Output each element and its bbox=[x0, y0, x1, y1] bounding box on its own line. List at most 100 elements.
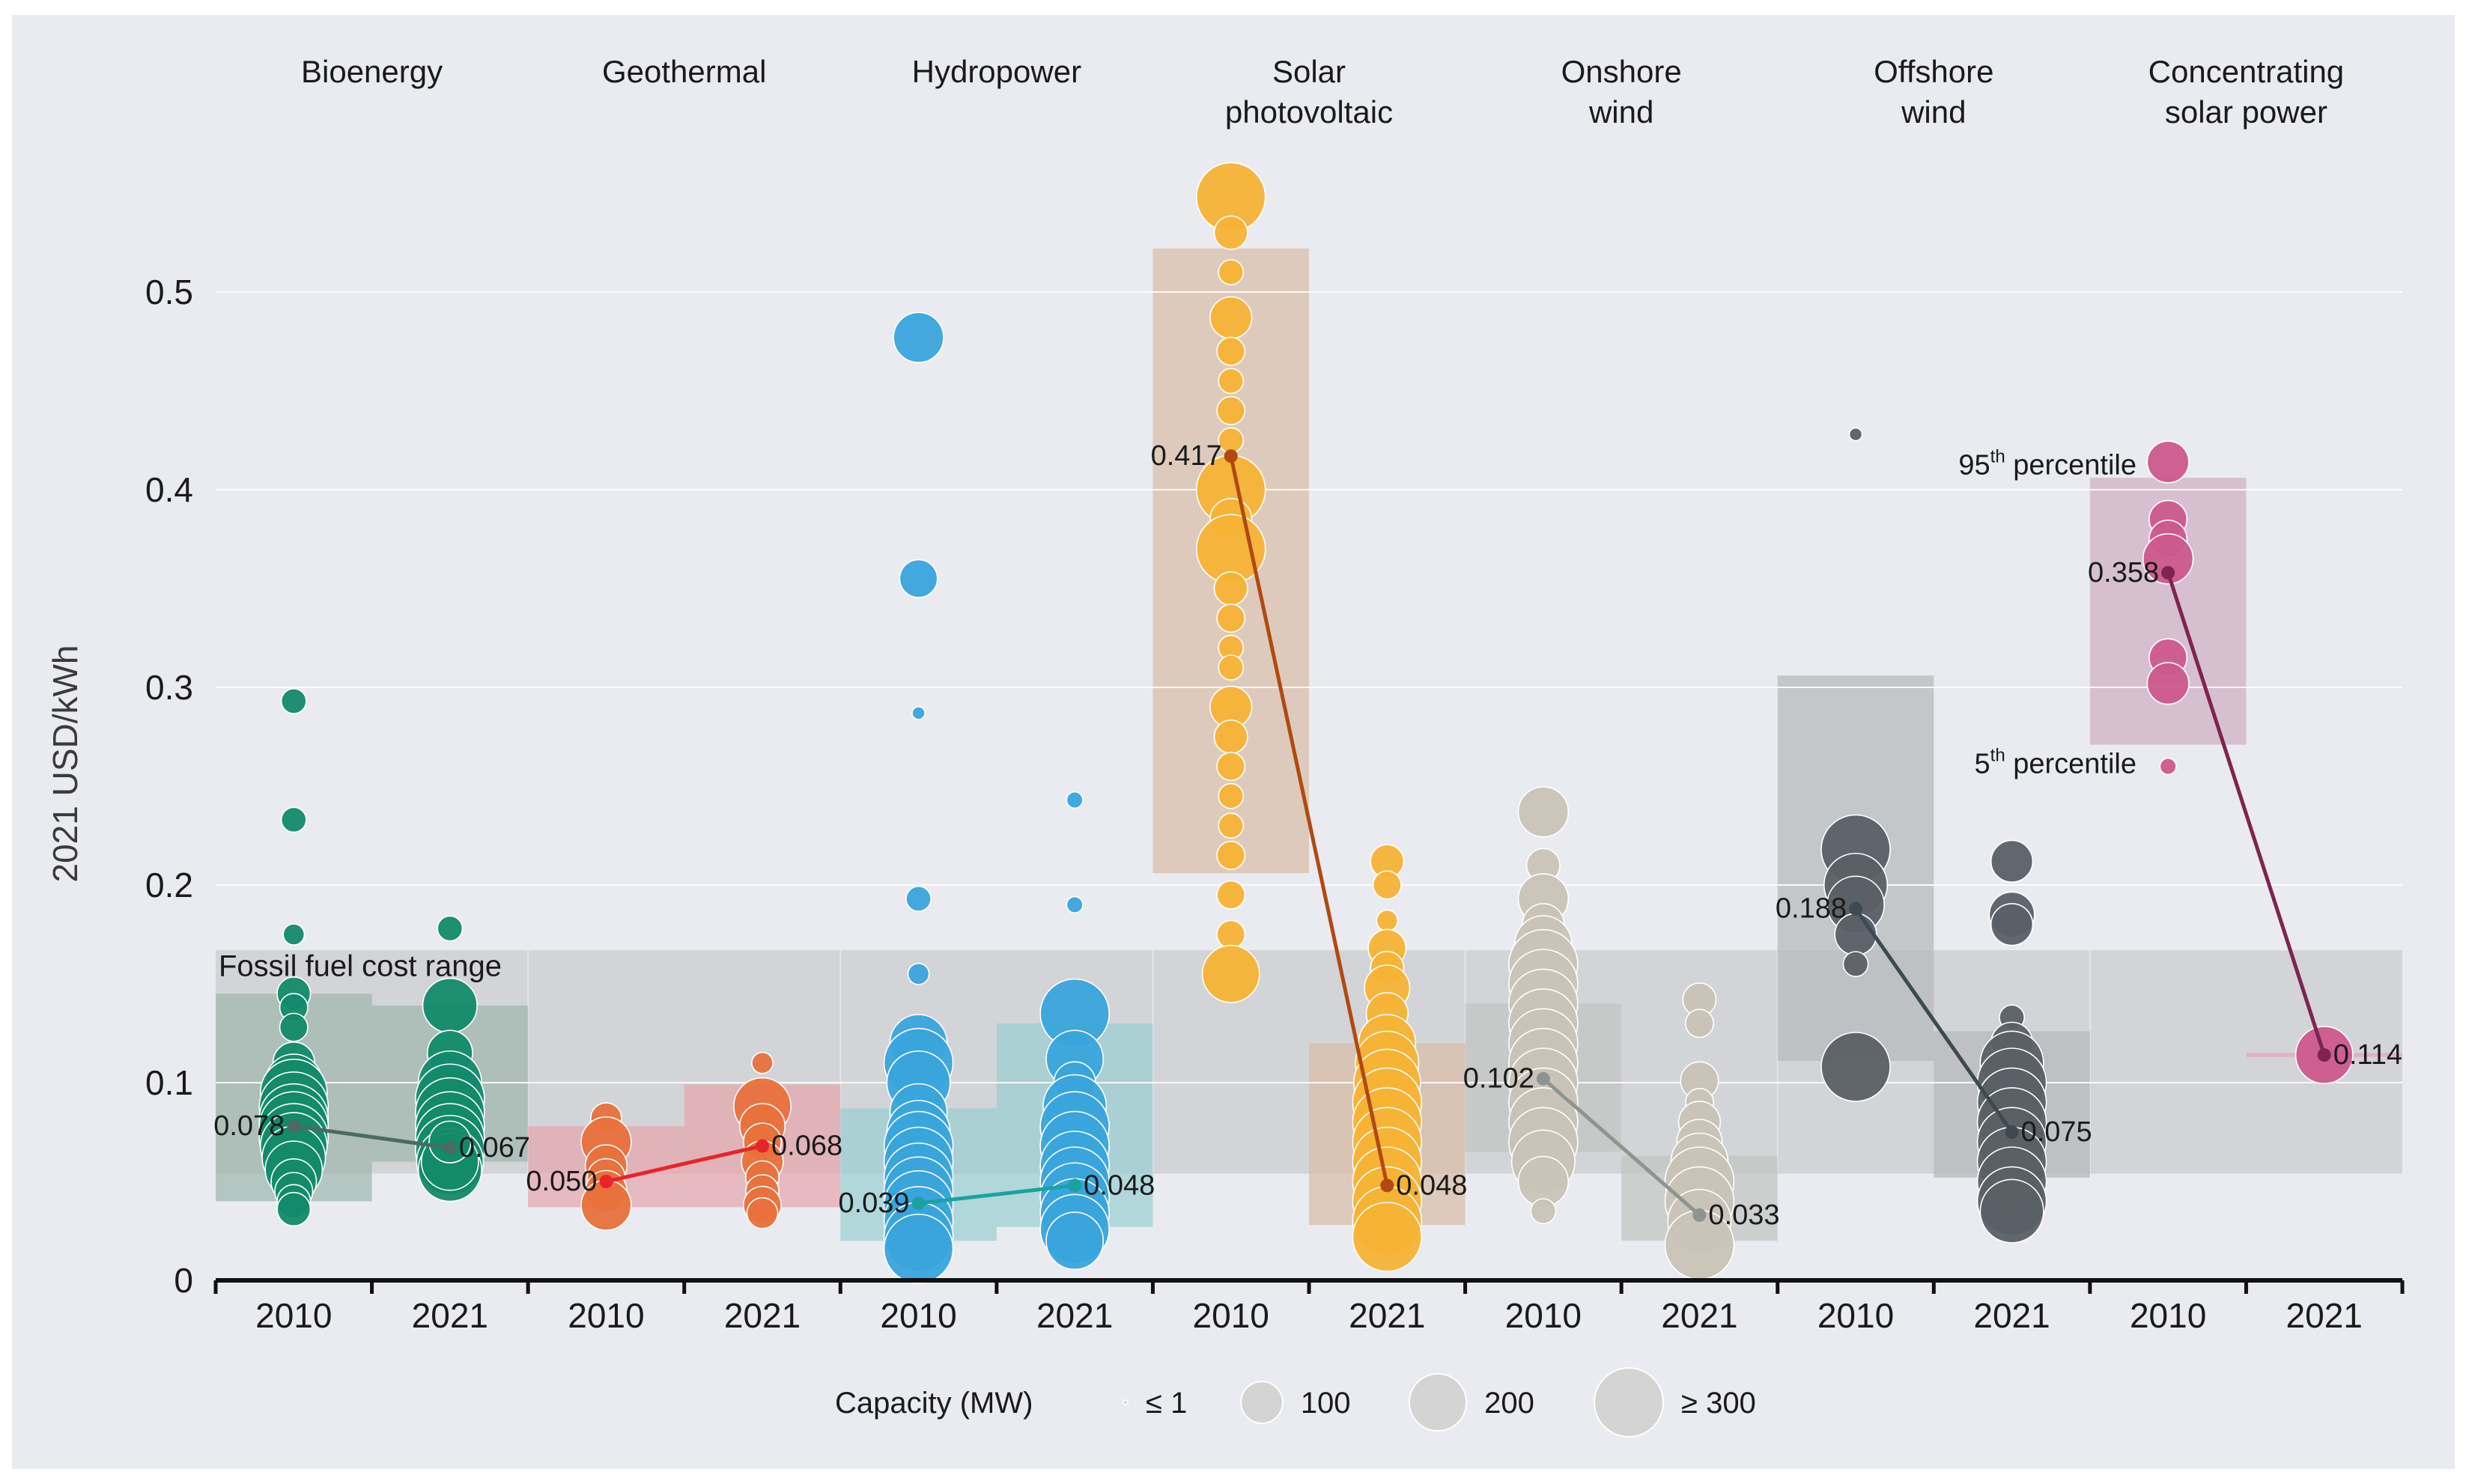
project-bubble-solar-photovoltaic bbox=[1213, 719, 1248, 755]
project-bubble-hydropower bbox=[1045, 1211, 1105, 1271]
legend-bubble bbox=[1123, 1399, 1129, 1405]
average-marker-hydropower-2010 bbox=[911, 1196, 926, 1211]
percentile-annotation-p95: 95th percentile bbox=[1958, 447, 2137, 481]
project-bubble-hydropower bbox=[883, 1213, 954, 1284]
project-bubble-solar-photovoltaic bbox=[1216, 880, 1246, 910]
y-tick-label: 0 bbox=[174, 1261, 193, 1300]
project-bubble-solar-photovoltaic bbox=[1213, 571, 1248, 606]
project-bubble-offshore-wind bbox=[1979, 1179, 2044, 1244]
year-tick-label-bioenergy-2021: 2021 bbox=[412, 1296, 488, 1335]
project-bubble-bioenergy bbox=[280, 806, 307, 833]
average-line-geothermal bbox=[605, 1144, 763, 1184]
technology-label-geothermal: Geothermal bbox=[602, 54, 766, 89]
year-tick-label-hydropower-2010: 2010 bbox=[880, 1296, 956, 1335]
technology-label-onshore-wind: Onshore bbox=[1561, 54, 1682, 89]
percentile-text: percentile bbox=[2005, 748, 2137, 779]
y-axis-label: 2021 USD/kWh bbox=[46, 645, 85, 882]
project-bubble-hydropower bbox=[1066, 895, 1084, 914]
average-marker-bioenergy-2021 bbox=[443, 1141, 457, 1155]
year-tick-label-solar-photovoltaic-2010: 2010 bbox=[1193, 1296, 1269, 1335]
average-marker-concentrating-solar-power-2021 bbox=[2317, 1048, 2331, 1062]
year-tick-label-offshore-wind-2021: 2021 bbox=[1973, 1296, 2050, 1335]
average-label-solar-photovoltaic-2021: 0.048 bbox=[1396, 1170, 1467, 1201]
percentile-number: 5 bbox=[1975, 748, 1990, 779]
year-tick-label-bioenergy-2010: 2010 bbox=[255, 1296, 332, 1335]
project-bubble-solar-photovoltaic bbox=[1209, 296, 1253, 339]
project-bubble-concentrating-solar-power bbox=[2159, 757, 2177, 776]
y-tick-label: 0.3 bbox=[145, 668, 193, 707]
project-bubble-hydropower bbox=[905, 886, 932, 912]
project-bubble-solar-photovoltaic bbox=[1216, 919, 1246, 949]
percentile-number: 95 bbox=[1958, 450, 1990, 481]
average-marker-offshore-wind-2010 bbox=[1849, 901, 1862, 916]
y-tick-label: 0.4 bbox=[145, 470, 193, 509]
average-label-concentrating-solar-power-2021: 0.114 bbox=[2333, 1039, 2402, 1071]
average-label-offshore-wind-2021: 0.075 bbox=[2021, 1116, 2092, 1148]
technology-label-concentrating-solar-power: Concentrating bbox=[2148, 54, 2345, 89]
fossil-fuel-label: Fossil fuel cost range bbox=[219, 949, 502, 982]
project-bubble-solar-photovoltaic bbox=[1352, 1202, 1423, 1272]
year-tick-label-geothermal-2010: 2010 bbox=[568, 1296, 644, 1335]
project-bubble-offshore-wind bbox=[1848, 427, 1863, 442]
project-bubble-solar-photovoltaic bbox=[1216, 336, 1246, 366]
technology-label-onshore-wind: wind bbox=[1588, 94, 1653, 130]
project-bubble-hydropower bbox=[911, 705, 926, 720]
percentile-superscript: th bbox=[1990, 447, 2005, 467]
technology-label-concentrating-solar-power: solar power bbox=[2165, 94, 2327, 130]
project-bubble-hydropower bbox=[907, 962, 930, 985]
y-tick-label: 0.1 bbox=[145, 1063, 193, 1102]
y-tick-label: 0.5 bbox=[145, 273, 193, 311]
average-label-solar-photovoltaic-2010: 0.417 bbox=[1151, 440, 1222, 472]
average-line-bioenergy bbox=[293, 1124, 451, 1150]
legend-bubble bbox=[1408, 1372, 1468, 1432]
technology-label-offshore-wind: wind bbox=[1901, 94, 1966, 130]
project-bubble-onshore-wind bbox=[1517, 786, 1570, 838]
project-bubble-offshore-wind bbox=[1842, 951, 1869, 977]
year-tick-label-concentrating-solar-power-2021: 2021 bbox=[2286, 1296, 2363, 1335]
percentile-text: percentile bbox=[2005, 450, 2137, 481]
project-bubble-bioenergy bbox=[282, 923, 306, 946]
project-bubble-concentrating-solar-power bbox=[2146, 440, 2190, 484]
average-label-geothermal-2010: 0.050 bbox=[526, 1166, 597, 1197]
project-bubble-onshore-wind bbox=[1684, 1009, 1714, 1039]
legend-bubble bbox=[1594, 1367, 1664, 1438]
project-bubble-hydropower bbox=[1066, 791, 1084, 809]
project-bubble-concentrating-solar-power bbox=[2142, 533, 2194, 585]
project-bubble-hydropower bbox=[893, 311, 944, 363]
project-bubble-solar-photovoltaic bbox=[1218, 368, 1245, 395]
technology-label-bioenergy: Bioenergy bbox=[301, 54, 443, 89]
axes-layer bbox=[213, 1278, 2405, 1294]
legend-label: ≥ 300 bbox=[1681, 1387, 1756, 1420]
project-bubble-onshore-wind bbox=[1530, 1198, 1557, 1224]
percentile-superscript: th bbox=[1990, 745, 2005, 765]
average-label-bioenergy-2010: 0.078 bbox=[213, 1110, 285, 1142]
project-bubble-layer bbox=[258, 162, 2354, 1284]
year-tick-label-hydropower-2021: 2021 bbox=[1036, 1296, 1113, 1335]
project-bubble-solar-photovoltaic bbox=[1376, 909, 1399, 932]
year-tick-label-offshore-wind-2010: 2010 bbox=[1817, 1296, 1894, 1335]
average-label-onshore-wind-2010: 0.102 bbox=[1463, 1063, 1534, 1095]
year-tick-label-onshore-wind-2021: 2021 bbox=[1661, 1296, 1737, 1335]
average-line-layer bbox=[287, 449, 2331, 1222]
average-line-offshore-wind bbox=[1853, 907, 2014, 1134]
technology-label-hydropower: Hydropower bbox=[912, 54, 1081, 89]
average-marker-geothermal-2010 bbox=[599, 1175, 613, 1188]
average-line-onshore-wind bbox=[1542, 1077, 1701, 1217]
project-bubble-solar-photovoltaic bbox=[1218, 654, 1245, 681]
project-bubble-solar-photovoltaic bbox=[1216, 395, 1246, 425]
project-bubble-geothermal bbox=[751, 1051, 774, 1074]
average-line-solar-photovoltaic bbox=[1229, 455, 1389, 1186]
average-label-offshore-wind-2010: 0.188 bbox=[1776, 893, 1847, 925]
average-marker-bioenergy-2010 bbox=[287, 1119, 301, 1134]
project-bubble-solar-photovoltaic bbox=[1372, 870, 1402, 900]
project-bubble-bioenergy bbox=[422, 977, 478, 1034]
technology-label-solar-photovoltaic: Solar bbox=[1272, 54, 1346, 89]
average-line-hydropower bbox=[918, 1183, 1075, 1205]
year-tick-label-geothermal-2021: 2021 bbox=[724, 1296, 801, 1335]
average-marker-geothermal-2021 bbox=[756, 1139, 769, 1153]
project-bubble-solar-photovoltaic bbox=[1201, 944, 1260, 1003]
project-bubble-solar-photovoltaic bbox=[1216, 603, 1246, 633]
project-bubble-solar-photovoltaic bbox=[1216, 752, 1246, 782]
